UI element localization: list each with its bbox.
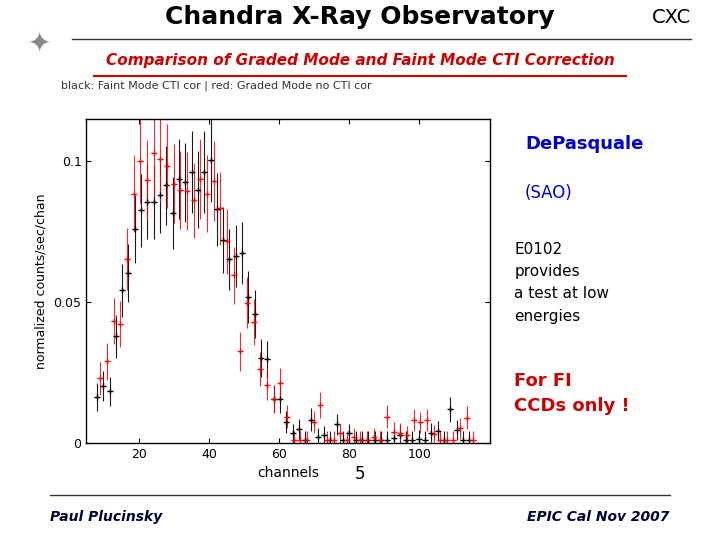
Y-axis label: normalized counts/sec/chan: normalized counts/sec/chan bbox=[35, 193, 48, 368]
Text: (SAO): (SAO) bbox=[525, 184, 572, 201]
X-axis label: channels: channels bbox=[257, 466, 319, 480]
Text: For FI
CCDs only !: For FI CCDs only ! bbox=[514, 372, 630, 415]
Text: DePasquale: DePasquale bbox=[525, 135, 643, 153]
Text: 5: 5 bbox=[355, 464, 365, 483]
Text: Paul Plucinsky: Paul Plucinsky bbox=[50, 510, 163, 524]
Text: CXC: CXC bbox=[652, 8, 691, 27]
Text: Chandra X-Ray Observatory: Chandra X-Ray Observatory bbox=[165, 5, 555, 30]
Text: black: Faint Mode CTI cor | red: Graded Mode no CTI cor: black: Faint Mode CTI cor | red: Graded … bbox=[60, 81, 372, 91]
Text: EPIC Cal Nov 2007: EPIC Cal Nov 2007 bbox=[527, 510, 670, 524]
Text: E0102
provides
a test at low
energies: E0102 provides a test at low energies bbox=[514, 242, 609, 323]
Text: ✦: ✦ bbox=[28, 29, 51, 57]
Text: Comparison of Graded Mode and Faint Mode CTI Correction: Comparison of Graded Mode and Faint Mode… bbox=[106, 53, 614, 68]
